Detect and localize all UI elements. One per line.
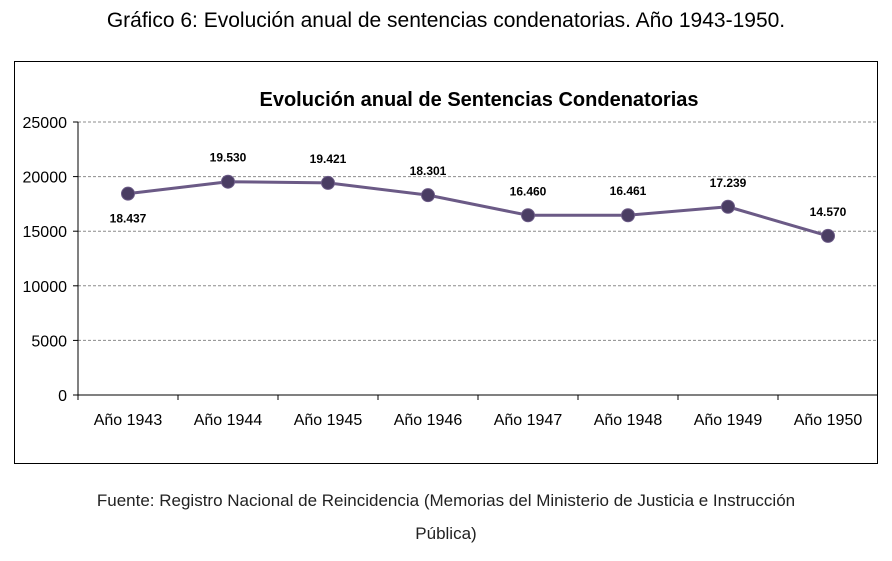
series-line <box>127 180 829 238</box>
data-label: 14.570 <box>810 205 847 219</box>
data-label: 16.461 <box>610 184 647 198</box>
y-tick-label: 15000 <box>23 224 68 241</box>
data-point <box>821 228 835 243</box>
data-point <box>521 208 535 223</box>
source-note: Fuente: Registro Nacional de Reincidenci… <box>0 484 892 550</box>
data-point <box>721 199 735 214</box>
data-point <box>421 188 435 203</box>
x-tick-label: Año 1949 <box>694 412 763 429</box>
x-tick-label: Año 1948 <box>594 412 663 429</box>
x-tick-label: Año 1945 <box>294 412 363 429</box>
data-label: 17.239 <box>710 176 747 190</box>
source-line-2: Pública) <box>415 524 477 543</box>
x-tick-label: Año 1947 <box>494 412 563 429</box>
chart-frame: Evolución anual de Sentencias Condenator… <box>14 61 878 464</box>
chart-title: Evolución anual de Sentencias Condenator… <box>260 89 699 111</box>
x-tick-label: Año 1944 <box>194 412 263 429</box>
data-point <box>221 174 235 189</box>
x-tick-label: Año 1946 <box>394 412 463 429</box>
data-label: 18.437 <box>110 212 147 226</box>
data-label: 19.421 <box>310 152 347 166</box>
y-tick-label: 25000 <box>23 115 68 132</box>
data-label: 18.301 <box>410 164 447 178</box>
data-label: 16.460 <box>510 184 547 198</box>
data-label: 19.530 <box>210 151 247 165</box>
y-tick-label: 0 <box>58 388 67 405</box>
y-tick-label: 5000 <box>31 333 67 350</box>
figure-caption: Gráfico 6: Evolución anual de sentencias… <box>106 9 786 32</box>
y-tick-label: 10000 <box>23 279 68 296</box>
source-line-1: Fuente: Registro Nacional de Reincidenci… <box>96 491 796 510</box>
y-tick-label: 20000 <box>23 170 68 187</box>
x-tick-label: Año 1950 <box>794 412 863 429</box>
data-point <box>621 208 635 223</box>
data-point <box>121 186 135 201</box>
data-point <box>321 175 335 190</box>
line-chart: Evolución anual de Sentencias Condenator… <box>23 89 877 429</box>
x-tick-label: Año 1943 <box>94 412 163 429</box>
